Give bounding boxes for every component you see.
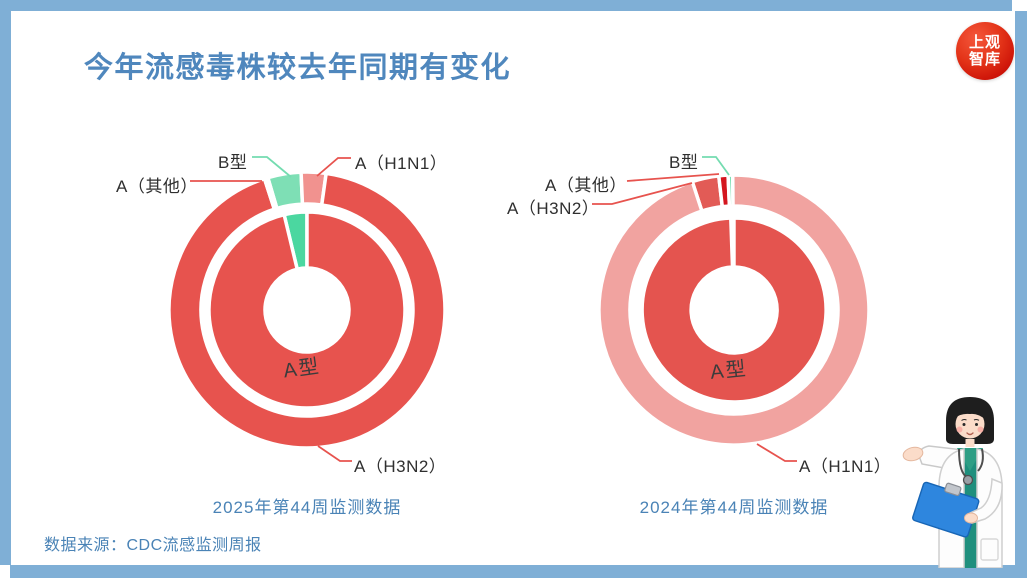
label-2025-other: A（其他） (116, 177, 198, 196)
stethoscope-icon (958, 448, 984, 486)
label-2024-other: A（其他） (545, 176, 627, 195)
segment-donut-2025-inner_ring-A型 (207, 210, 407, 410)
frame-border-left (0, 0, 11, 565)
label-2024-h3n2: A（H3N2） (507, 199, 600, 218)
logo-line1: 上观 (968, 33, 1001, 51)
label-2024-b: B型 (669, 153, 699, 172)
frame-border-bottom (10, 565, 1027, 578)
doctor-head (946, 397, 994, 447)
donut-svg-donut-2024 (597, 173, 871, 447)
chart-caption-2025: 2025年第44周监测数据 (212, 498, 402, 517)
page-title: 今年流感毒株较去年同期有变化 (84, 52, 512, 84)
inner-ring-label-2024: A型 (709, 358, 749, 384)
label-2025-h1n1: A（H1N1） (355, 154, 448, 173)
segment-donut-2025-outer_ring-A（H3N2） (167, 171, 447, 450)
clipboard (912, 481, 980, 538)
shangguan-zhiku-logo: 上观 智库 (956, 22, 1014, 80)
chart-caption-2024: 2024年第44周监测数据 (639, 498, 829, 517)
frame-border-right (1015, 11, 1027, 578)
frame-border-top (0, 0, 1012, 11)
segment-donut-2025-outer_ring-A（其他） (262, 175, 279, 211)
label-2025-h3n2: A（H3N2） (354, 457, 447, 476)
segment-donut-2024-inner_ring-A型 (640, 216, 828, 404)
donut-chart-2024 (589, 165, 879, 455)
doctor-holding-arm (964, 477, 1003, 524)
data-source-note: 数据来源：CDC流感监测周报 (44, 537, 262, 554)
inner-ring-label-2025: A型 (281, 355, 323, 383)
segment-donut-2024-outer_ring-A（H1N1） (597, 173, 871, 447)
donut-chart-2025 (162, 165, 452, 455)
label-2024-h1n1: A（H1N1） (799, 457, 892, 476)
donut-svg-donut-2025 (167, 170, 447, 450)
doctor-illustration (902, 397, 1003, 568)
label-2025-b: B型 (218, 153, 248, 172)
logo-line2: 智库 (968, 51, 1001, 68)
